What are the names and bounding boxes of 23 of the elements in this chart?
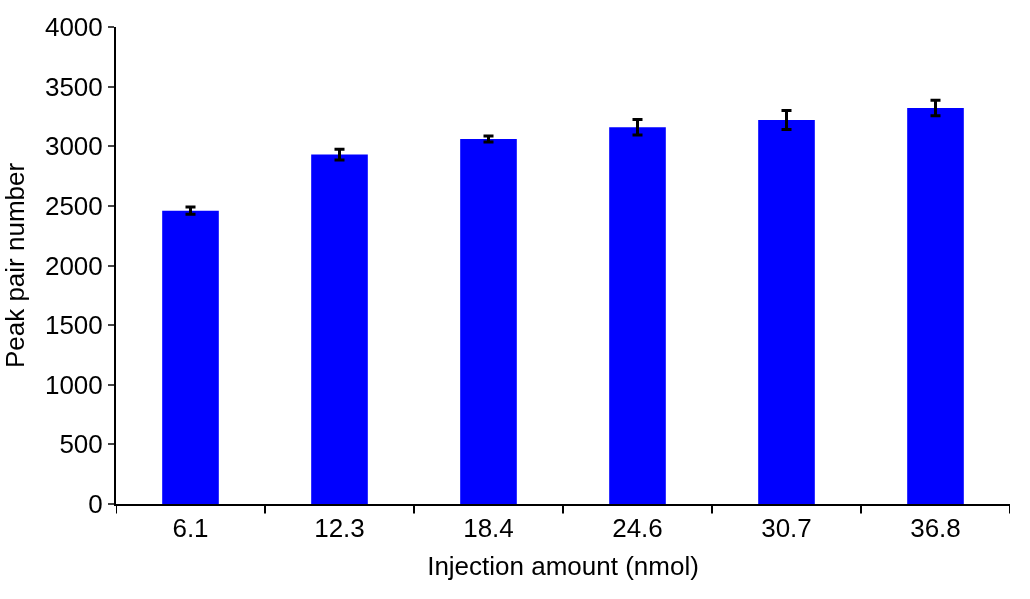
y-tick-label: 2500 bbox=[44, 190, 103, 221]
bar bbox=[311, 154, 368, 504]
y-tick-label: 3500 bbox=[44, 71, 103, 102]
x-axis-title: Injection amount (nmol) bbox=[427, 551, 699, 582]
x-tick-label: 12.3 bbox=[314, 513, 365, 544]
bar bbox=[460, 139, 517, 504]
y-tick-label: 2000 bbox=[44, 250, 103, 281]
y-tick-label: 4000 bbox=[44, 12, 103, 43]
bar bbox=[758, 120, 815, 504]
bar bbox=[162, 210, 219, 504]
y-axis-title: Peak pair number bbox=[0, 162, 30, 369]
y-tick-label: 3000 bbox=[44, 131, 103, 162]
y-tick-label: 1000 bbox=[44, 369, 103, 400]
x-tick-label: 6.1 bbox=[172, 513, 209, 544]
y-tick-label: 1500 bbox=[44, 310, 103, 341]
y-tick-label: 500 bbox=[59, 429, 103, 460]
x-tick-label: 36.8 bbox=[910, 513, 961, 544]
x-tick-label: 18.4 bbox=[463, 513, 514, 544]
x-tick-label: 30.7 bbox=[761, 513, 812, 544]
bar bbox=[609, 127, 666, 504]
x-tick-label: 24.6 bbox=[612, 513, 663, 544]
y-tick-label: 0 bbox=[88, 489, 103, 520]
bar bbox=[907, 108, 964, 504]
